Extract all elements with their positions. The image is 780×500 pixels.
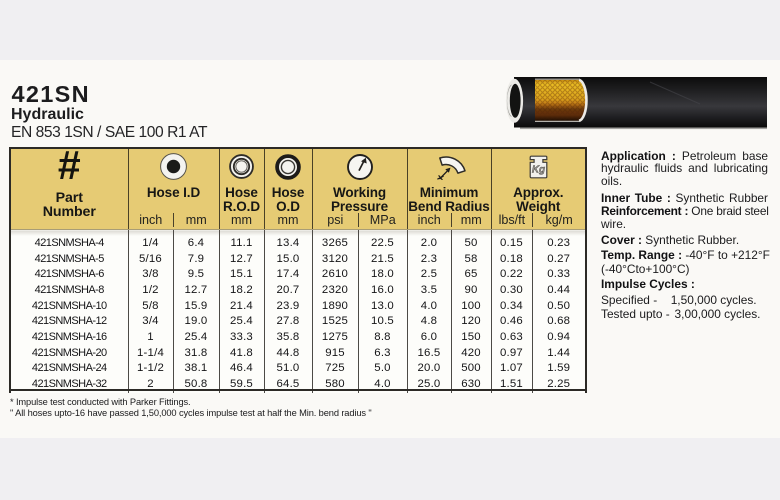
svg-text:Kg: Kg	[532, 164, 545, 175]
